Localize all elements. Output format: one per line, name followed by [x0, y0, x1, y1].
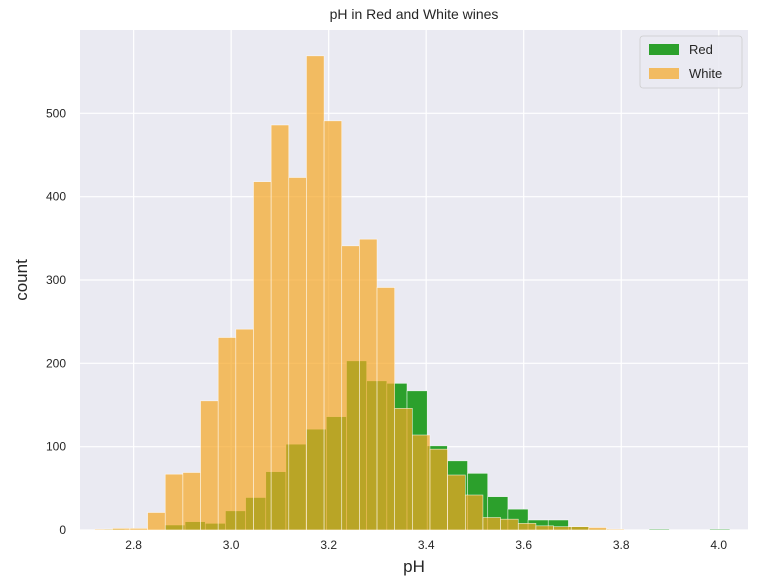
bar-white — [447, 474, 466, 531]
y-axis-label: count — [12, 259, 31, 301]
bar-red — [709, 528, 731, 531]
x-tick-label: 2.8 — [125, 538, 142, 552]
bar-white — [359, 238, 378, 531]
bar-white — [500, 518, 519, 531]
bar-white — [94, 528, 113, 531]
bar-red — [648, 528, 670, 531]
bar-white — [129, 528, 148, 531]
bar-white — [429, 448, 448, 531]
tick-labels: 2.8 3.0 3.2 3.4 3.6 3.8 4.0 0 100 200 300 400 500 — [46, 106, 727, 552]
bar-white — [482, 517, 501, 531]
x-tick-label: 3.6 — [515, 538, 532, 552]
bar-white — [323, 120, 343, 531]
bar-white — [412, 434, 431, 531]
x-tick-label: 3.4 — [418, 538, 435, 552]
y-tick-label: 400 — [46, 190, 66, 204]
bar-white — [288, 177, 307, 531]
y-tick-label: 300 — [46, 273, 66, 287]
y-tick-label: 100 — [46, 440, 66, 454]
bar-white — [606, 528, 625, 531]
legend-swatch-red — [649, 44, 679, 55]
x-tick-label: 3.2 — [320, 538, 337, 552]
x-tick-label: 4.0 — [710, 538, 727, 552]
bar-white — [111, 528, 131, 531]
bar-white — [200, 400, 219, 531]
x-tick-label: 3.8 — [613, 538, 630, 552]
legend: Red White — [639, 35, 743, 89]
bar-white — [341, 245, 360, 531]
bars — [94, 55, 731, 531]
bar-white — [270, 124, 290, 531]
bar-white — [306, 55, 325, 531]
bar-white — [182, 472, 201, 531]
y-tick-label: 0 — [59, 523, 66, 537]
chart-title: pH in Red and White wines — [330, 6, 499, 22]
y-tick-label: 200 — [46, 356, 66, 370]
legend-label-red: Red — [689, 42, 713, 57]
x-tick-label: 3.0 — [223, 538, 240, 552]
bar-white — [535, 525, 554, 531]
bar-white — [147, 512, 166, 531]
bar-white — [588, 527, 607, 531]
legend-swatch-white — [649, 68, 679, 79]
series-white — [94, 55, 625, 531]
x-axis-label: pH — [403, 557, 425, 576]
bar-white — [217, 337, 237, 531]
bar-white — [517, 523, 537, 531]
bar-white — [253, 181, 272, 531]
y-tick-label: 500 — [46, 106, 66, 120]
bar-white — [553, 526, 572, 531]
legend-label-white: White — [689, 66, 722, 81]
bar-white — [235, 328, 254, 531]
bar-white — [570, 526, 590, 531]
bar-white — [394, 408, 413, 531]
bar-white — [376, 287, 395, 531]
bar-white — [164, 473, 184, 531]
bar-white — [464, 494, 484, 531]
